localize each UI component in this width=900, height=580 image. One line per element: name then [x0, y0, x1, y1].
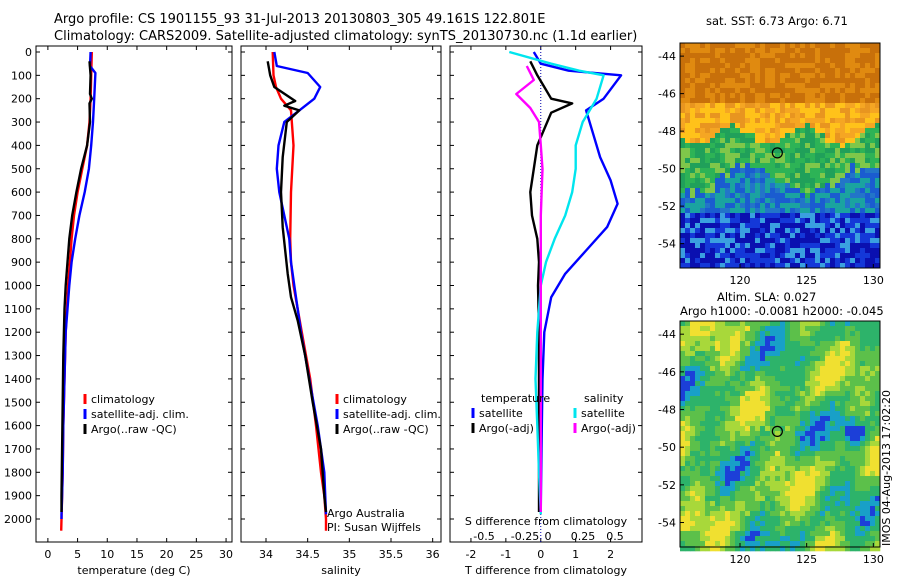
map-y-tick-label: -52: [658, 479, 676, 492]
sla-map-subtitle: Argo h1000: -0.0081 h2000: -0.045: [680, 304, 884, 318]
legend-title-temperature: temperature: [481, 392, 550, 405]
map-y-tick-label: -44: [658, 50, 676, 63]
x-tick-label: 0: [537, 548, 544, 561]
credit-note: Argo Australia: [327, 507, 405, 520]
x-tick-label: 30: [219, 548, 233, 561]
sst-map-title: sat. SST: 6.73 Argo: 6.71: [706, 14, 848, 28]
x-tick-label: 0: [44, 548, 51, 561]
sst-map-frame: [679, 42, 881, 269]
figure-title-line1: Argo profile: CS 1901155_93 31-Jul-2013 …: [54, 12, 546, 27]
y-tick-label: 600: [11, 186, 32, 199]
difference-panel-xlabel: T difference from climatology: [464, 564, 627, 577]
x-tick-label: -2: [465, 548, 476, 561]
x-tick-label: 35: [342, 548, 356, 561]
x-tick-label: 10: [100, 548, 114, 561]
map-x-tick-label: 120: [730, 274, 751, 287]
map-x-tick-label: 125: [796, 274, 817, 287]
map-y-tick-label: -48: [658, 404, 676, 417]
x-tick-label: 15: [130, 548, 144, 561]
x-tick-label: 34.5: [295, 548, 320, 561]
legend-title-salinity: salinity: [584, 392, 624, 405]
sla-map: [680, 321, 881, 552]
temperature-panel-xlabel: temperature (deg C): [77, 564, 190, 577]
legend-label: satellite: [479, 407, 523, 420]
legend-label: Argo(-adj): [581, 422, 636, 435]
y-tick-label: 1400: [4, 373, 32, 386]
y-tick-label: 1100: [4, 303, 32, 316]
map-x-tick-label: 125: [796, 553, 817, 566]
legend-label: satellite-adj. clim.: [343, 408, 441, 421]
x-tick-label: 35.5: [379, 548, 404, 561]
series-t-satellite: [532, 51, 623, 508]
difference-panel-frame: [449, 45, 643, 543]
x-tick-label: 2: [607, 548, 614, 561]
legend-label: satellite-adj. clim.: [91, 408, 189, 421]
y-tick-label: 200: [11, 93, 32, 106]
series-argo-raw-qc-: [60, 61, 94, 512]
salinity-panel-frame: [240, 45, 442, 543]
y-tick-label: 500: [11, 163, 32, 176]
map-y-tick-label: -52: [658, 200, 676, 213]
map-y-tick-label: -46: [658, 366, 676, 379]
legend-label: Argo(-adj): [479, 422, 534, 435]
y-tick-label: 300: [11, 116, 32, 129]
map-x-tick-label: 130: [863, 553, 884, 566]
top-tick-label: -0.25: [511, 530, 539, 543]
top-tick-label: 0: [545, 530, 552, 543]
map-y-tick-label: -54: [658, 238, 676, 251]
x-tick-label: 36: [426, 548, 440, 561]
map-x-tick-label: 120: [730, 553, 751, 566]
series-t-argo-adj-: [529, 60, 574, 512]
y-tick-label: 1700: [4, 443, 32, 456]
sla-map-frame: [679, 320, 881, 548]
map-y-tick-label: -54: [658, 517, 676, 530]
salinity-panel-xlabel: salinity: [321, 564, 361, 577]
top-tick-label: 0.5: [606, 530, 624, 543]
y-tick-label: 100: [11, 69, 32, 82]
argo-position-marker: [771, 147, 783, 159]
figure-title-line2: Climatology: CARS2009. Satellite-adjuste…: [54, 29, 638, 44]
map-y-tick-label: -46: [658, 88, 676, 101]
legend-label: Argo(..raw -QC): [91, 423, 177, 436]
legend-label: climatology: [91, 393, 155, 406]
map-y-tick-label: -48: [658, 125, 676, 138]
y-tick-label: 1800: [4, 466, 32, 479]
sla-map-title: Altim. SLA: 0.027: [717, 290, 817, 304]
x-tick-label: 34: [259, 548, 273, 561]
legend-label: Argo(..raw -QC): [343, 423, 429, 436]
y-tick-label: 1900: [4, 490, 32, 503]
y-tick-label: 1600: [4, 420, 32, 433]
series-s-argo-adj-: [515, 65, 544, 512]
series-s-satellite: [508, 50, 605, 515]
y-tick-label: 900: [11, 256, 32, 269]
argo-position-marker: [771, 425, 783, 437]
y-tick-label: 400: [11, 139, 32, 152]
sst-map: [680, 43, 881, 269]
y-tick-label: 1200: [4, 326, 32, 339]
y-tick-label: 0: [25, 46, 32, 59]
map-y-tick-label: -50: [658, 441, 676, 454]
map-x-tick-label: 130: [863, 274, 884, 287]
y-tick-label: 1300: [4, 350, 32, 363]
map-y-tick-label: -44: [658, 328, 676, 341]
x-tick-label: -1: [500, 548, 511, 561]
legend-label: satellite: [581, 407, 625, 420]
y-tick-label: 2000: [4, 513, 32, 526]
series-argo-raw-qc-: [266, 61, 328, 513]
map-y-tick-label: -50: [658, 163, 676, 176]
difference-top-xlabel: S difference from climatology: [465, 515, 628, 528]
top-tick-label: -0.5: [473, 530, 494, 543]
x-tick-label: 20: [160, 548, 174, 561]
x-tick-label: 25: [189, 548, 203, 561]
y-tick-label: 800: [11, 233, 32, 246]
top-tick-label: 0.25: [571, 530, 596, 543]
legend-label: climatology: [343, 393, 407, 406]
y-tick-label: 1500: [4, 396, 32, 409]
x-tick-label: 1: [572, 548, 579, 561]
y-tick-label: 1000: [4, 280, 32, 293]
credit-note: PI: Susan Wijffels: [327, 521, 421, 534]
y-tick-label: 700: [11, 209, 32, 222]
x-tick-label: 5: [74, 548, 81, 561]
